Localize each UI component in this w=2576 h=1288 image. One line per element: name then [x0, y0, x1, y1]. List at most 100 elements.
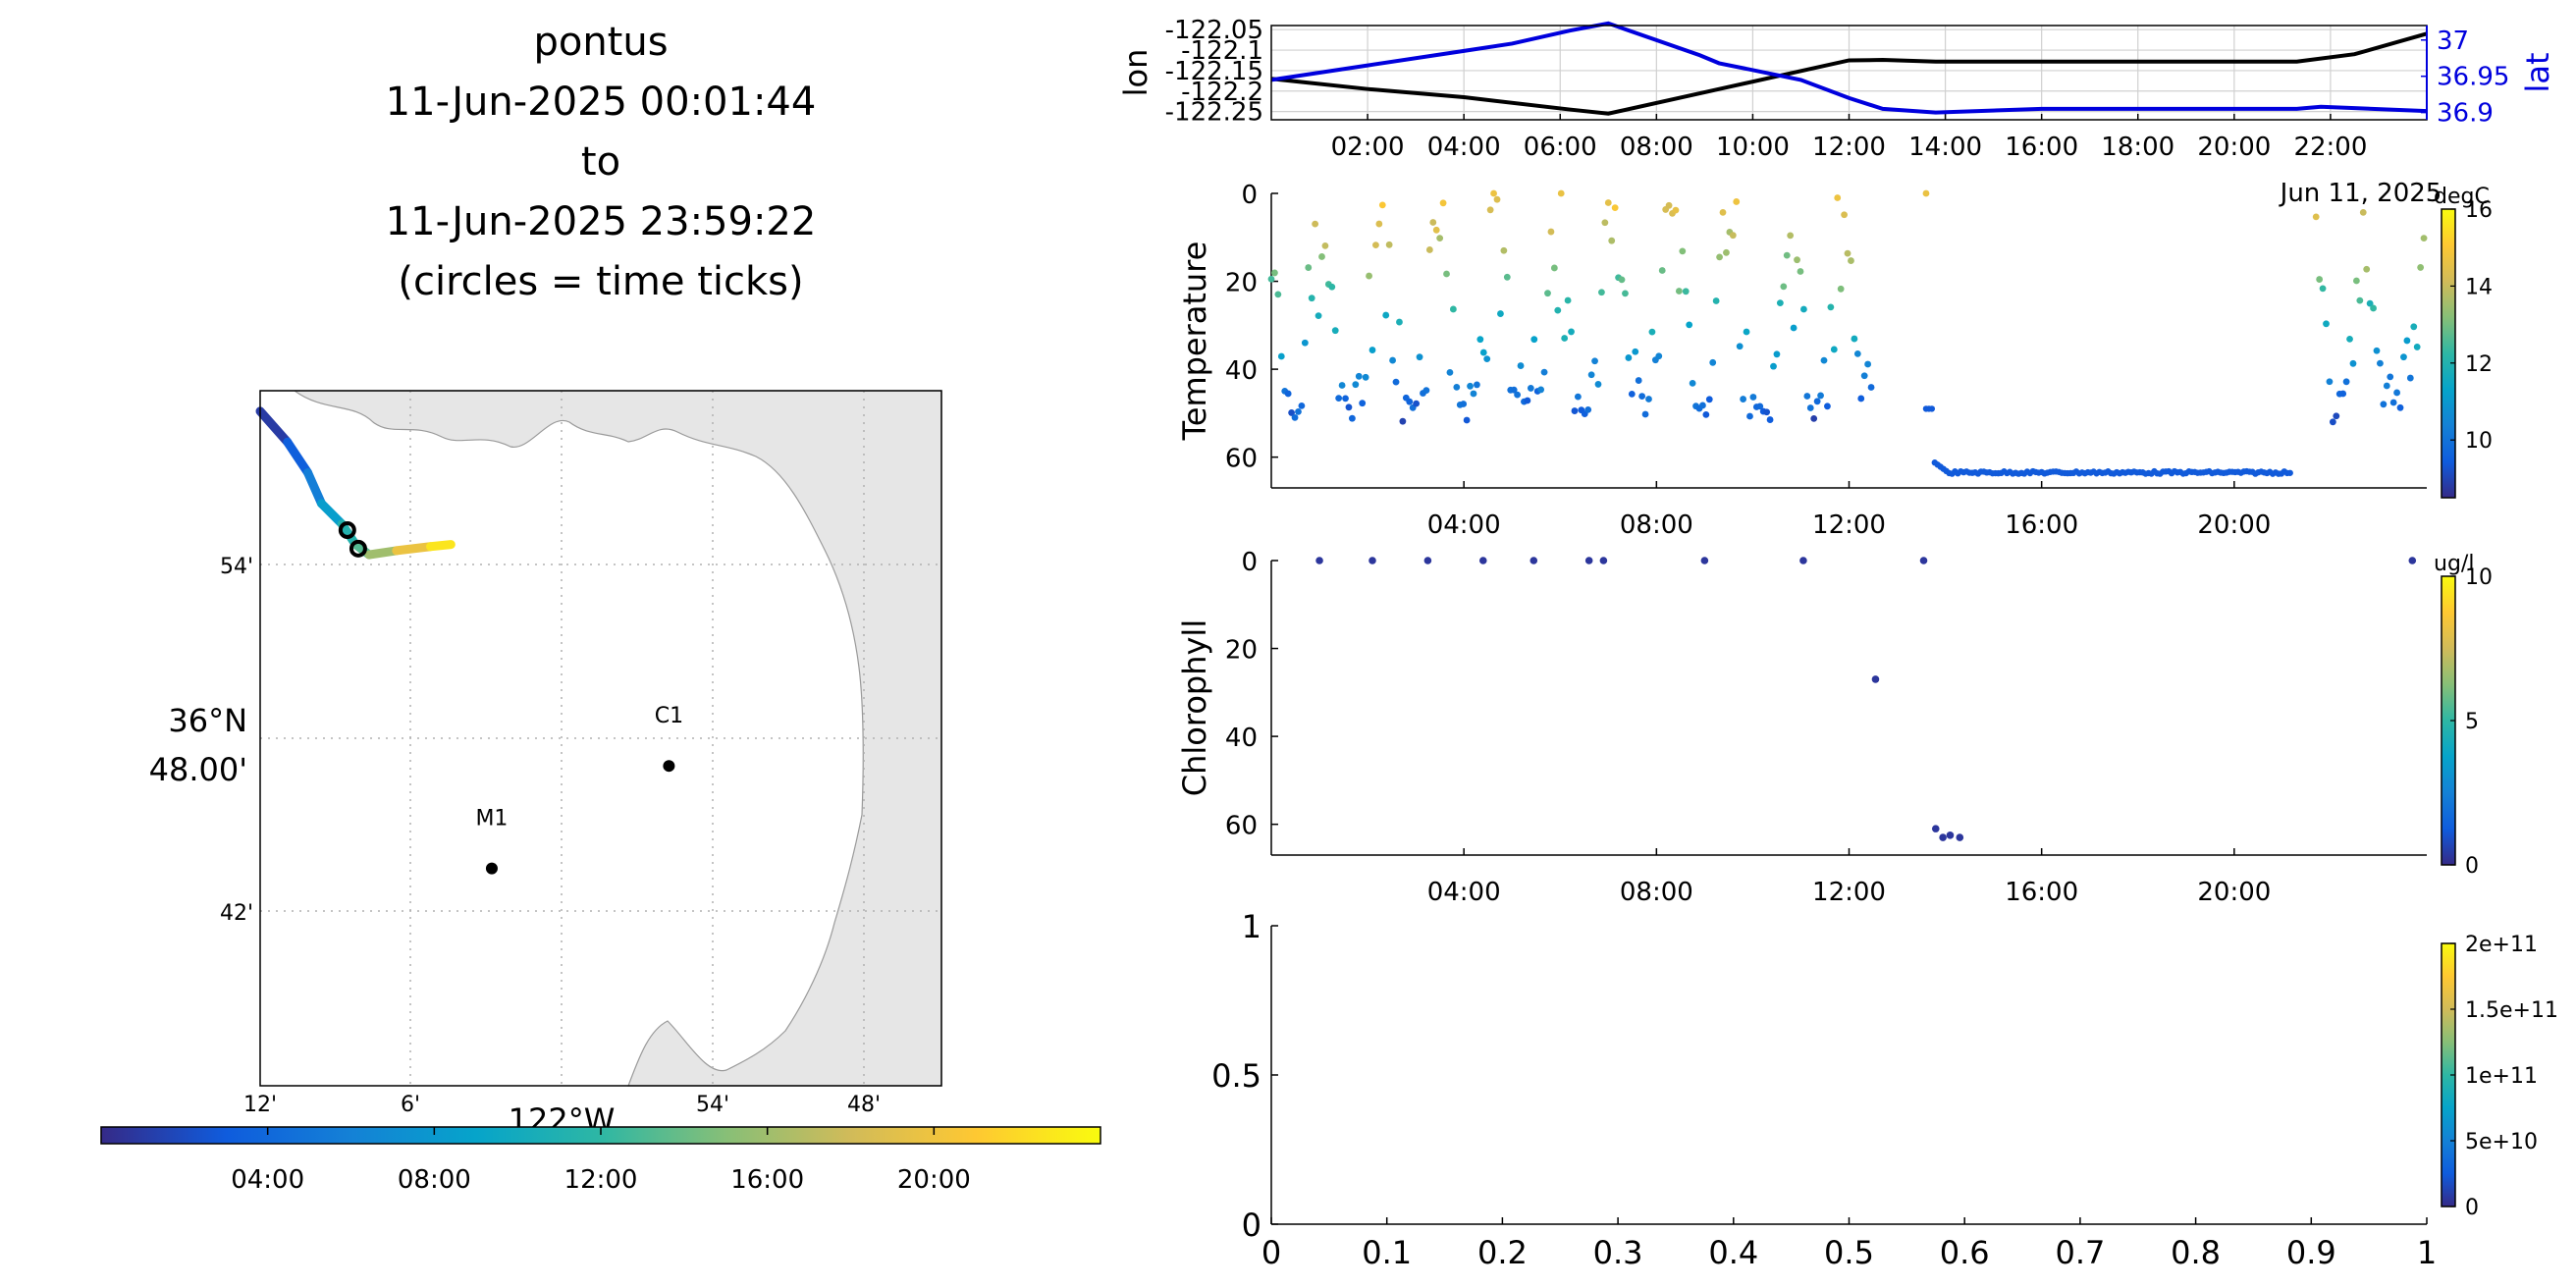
temperature-point: [1853, 349, 1861, 357]
temperature-point: [2389, 399, 2397, 406]
station-marker: [663, 760, 675, 773]
map-lat-tick-42: 42': [220, 901, 253, 926]
panel-ylabel: Chlorophyll: [1176, 619, 1213, 796]
temperature-point: [1362, 373, 1369, 381]
temperature-point: [2319, 285, 2327, 293]
lonlat-xtick-label: 14:00: [1908, 133, 1982, 162]
temperature-point: [1517, 362, 1525, 369]
empty-panel: 0 0.1 0.2 0.3 0.4 0.5 0.6 0.7 0.8 0.9 1 0 0.5 1 2e+11 1…: [1211, 908, 2558, 1271]
panel-xtick-label: 20:00: [2197, 878, 2271, 907]
panel-ytick-label: 0: [1241, 548, 1258, 577]
temperature-point: [1406, 398, 1414, 405]
panel-ytick-label: 20: [1225, 269, 1258, 298]
track-segment: [303, 468, 326, 509]
title-line-2: 11-Jun-2025 00:01:44: [386, 80, 817, 125]
temperature-point: [2393, 389, 2400, 397]
chlorophyll-point: [1599, 557, 1608, 564]
empty-xtick-label: 0.1: [1362, 1234, 1412, 1271]
temperature-point: [1439, 199, 1447, 207]
lat-ytick-label: 36.95: [2437, 63, 2509, 92]
temperature-point: [1378, 201, 1386, 209]
temperature-point: [1749, 394, 1757, 401]
temperature-point: [1672, 206, 1680, 214]
temperature-point: [1824, 402, 1831, 410]
chlorophyll-point: [1700, 557, 1709, 564]
temperature-point: [1540, 368, 1548, 376]
temperature-point: [2352, 277, 2360, 285]
lon-axis-label: lon: [1117, 49, 1154, 97]
empty-xtick-label: 0.6: [1940, 1234, 1990, 1271]
chlorophyll-point: [1423, 557, 1432, 564]
figure-title: pontus 11-Jun-2025 00:01:44 to 11-Jun-20…: [386, 20, 817, 304]
temperature-point: [1348, 414, 1356, 422]
temperature-point: [1837, 285, 1845, 293]
temperature-point: [1736, 343, 1744, 350]
temperature-point: [1723, 248, 1730, 256]
chlorophyll-point: [1315, 557, 1323, 564]
chlorophyll-point: [1584, 557, 1593, 564]
temperature-point: [1618, 276, 1626, 284]
temperature-point: [1449, 305, 1457, 313]
map-lat-tick-54: 54': [220, 555, 253, 579]
panel-colorbar-tick-label: 0: [2465, 854, 2479, 879]
temperature-point: [1780, 283, 1788, 291]
temperature-point: [1476, 336, 1484, 344]
temperature-point: [1318, 253, 1325, 260]
empty-xtick-label: 0: [1261, 1234, 1281, 1271]
temperature-point: [2359, 208, 2367, 216]
temperature-point: [1479, 349, 1487, 356]
temperature-point: [1783, 251, 1791, 259]
chlorophyll-point: [1931, 825, 1940, 832]
temperature-point: [1352, 381, 1360, 389]
temperature-point: [1483, 355, 1491, 363]
empty-xtick-label: 0.5: [1824, 1234, 1874, 1271]
temperature-point: [2380, 401, 2388, 408]
temperature-point: [1834, 194, 1842, 201]
panel-xtick-label: 12:00: [1812, 510, 1886, 540]
temperature-point: [1470, 390, 1477, 398]
empty-xtick-label: 0.2: [1477, 1234, 1528, 1271]
temperature-point: [1571, 407, 1579, 414]
temperature-point: [1295, 407, 1302, 415]
temperature-point: [1699, 402, 1706, 409]
temperature-point: [2413, 344, 2421, 350]
panel-colorbar-tick-label: 12: [2465, 352, 2493, 377]
panel-xtick-label: 08:00: [1620, 878, 1693, 907]
panel-ytick-label: 60: [1225, 812, 1258, 841]
temperature-point: [1416, 353, 1423, 361]
temperature-point: [1291, 413, 1299, 421]
temperature-point: [1608, 237, 1616, 244]
panel-ylabel: Temperature: [1176, 242, 1213, 442]
temperature-point: [1557, 189, 1565, 197]
panel-colorbar-tick-label: 10: [2465, 565, 2493, 590]
lonlat-xtick-label: 18:00: [2101, 133, 2174, 162]
temperature-point: [1474, 381, 1480, 389]
track-segment: [316, 499, 347, 529]
empty-colorbar-tick-label: 1.5e+11: [2465, 998, 2558, 1023]
temperature-point: [1537, 386, 1545, 394]
temperature-point: [1267, 275, 1275, 283]
panel-colorbar-unit: degC: [2434, 185, 2490, 209]
temperature-point: [1514, 391, 1522, 399]
panel-ytick-label: 60: [1225, 445, 1258, 474]
time-tick-circle: [349, 539, 367, 558]
temperature-point: [1288, 409, 1295, 416]
temperature-point: [1399, 417, 1407, 425]
temperature-point: [1328, 283, 1336, 291]
title-line-4: 11-Jun-2025 23:59:22: [386, 199, 817, 244]
map-gridlines: [260, 391, 941, 1086]
station-label: M1: [475, 807, 508, 832]
temperature-point: [1375, 220, 1383, 228]
temperature-point: [1689, 379, 1696, 387]
lonlat-xtick-label: 20:00: [2197, 133, 2271, 162]
time-tick-circle: [338, 521, 356, 540]
empty-xtick-label: 0.7: [2055, 1234, 2105, 1271]
temperature-point: [1645, 396, 1652, 402]
time-colorbar-ticks: 04:00 08:00 12:00 16:00 20:00: [231, 1127, 971, 1195]
temperature-point: [1712, 297, 1720, 304]
temperature-point: [1800, 305, 1807, 313]
temperature-point: [1702, 410, 1710, 418]
time-colorbar-tick-label: 04:00: [231, 1165, 304, 1195]
temperature-point: [1790, 324, 1798, 332]
